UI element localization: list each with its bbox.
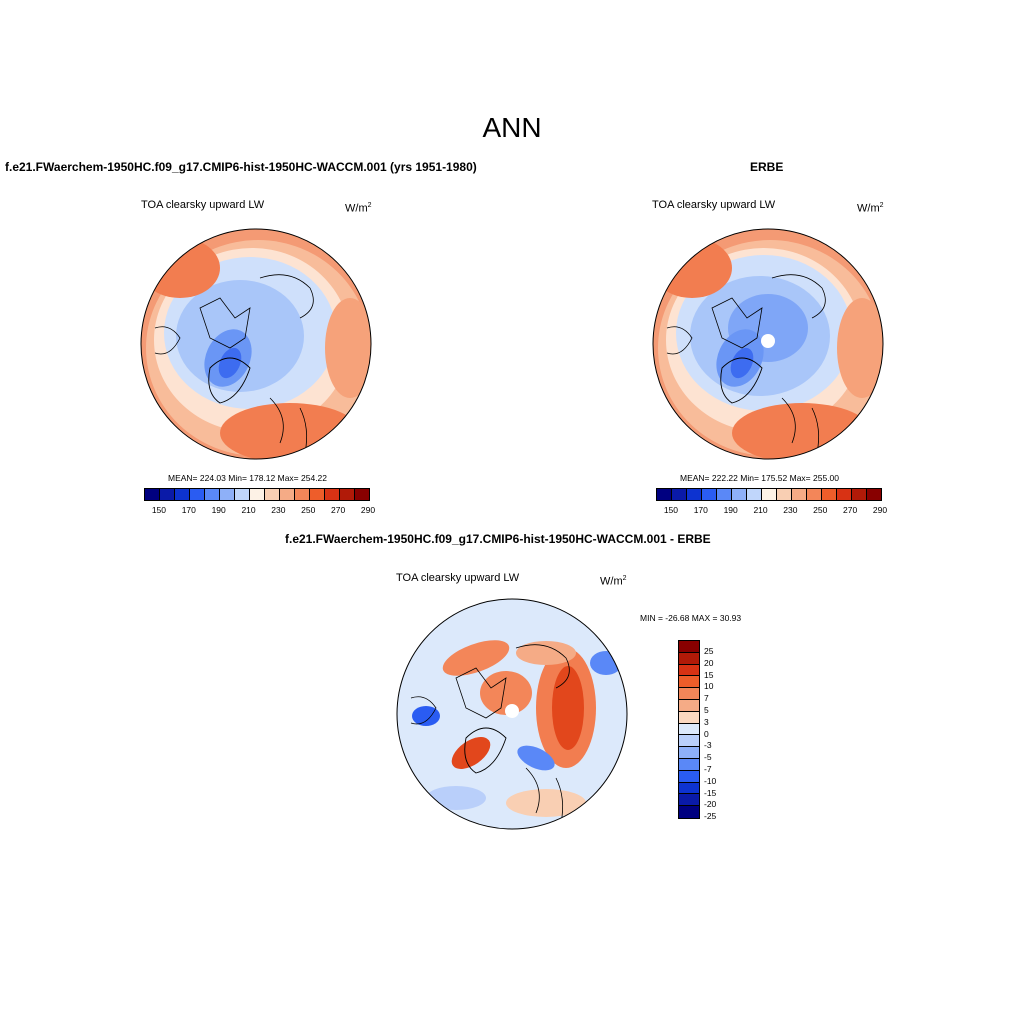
colorbar-tick-label: 230 [271, 505, 286, 515]
colorbar-tick-label: 0 [704, 728, 709, 739]
colorbar-swatch [265, 489, 280, 500]
colorbar-tick-label: -25 [704, 811, 717, 822]
panel1-title: f.e21.FWaerchem-1950HC.f09_g17.CMIP6-his… [5, 160, 477, 174]
colorbar-tick-label: -20 [704, 799, 717, 810]
panel1-colorbar-ticks: 150 170 190 210 230 250 270 290 [144, 505, 375, 517]
panel1-units: W/m2 [345, 202, 372, 215]
colorbar-tick-label: 5 [704, 705, 709, 715]
colorbar-swatch [325, 489, 340, 500]
colorbar-tick-label: 270 [331, 505, 346, 515]
colorbar-swatch [679, 664, 699, 677]
colorbar-swatch [657, 489, 672, 500]
colorbar-tick-label: 10 [704, 681, 714, 692]
colorbar-swatch [837, 489, 852, 500]
colorbar-swatch [807, 489, 822, 500]
colorbar-tick-label: -5 [704, 752, 712, 763]
colorbar-swatch [679, 794, 699, 807]
colorbar-tick-label: 3 [704, 716, 709, 727]
colorbar-swatch [792, 489, 807, 500]
colorbar-swatch [747, 489, 762, 500]
panel2-map [652, 228, 884, 460]
colorbar-swatch [679, 676, 699, 689]
panel3-colorbar-ticks: 25 20 15 10 7 5 3 0 -3 -5 -7 -10 -15 -20 -25 [704, 640, 734, 822]
colorbar-tick-label: 290 [872, 505, 888, 515]
colorbar-tick-label: -7 [704, 764, 712, 774]
colorbar-swatch [310, 489, 325, 500]
panel1-variable: TOA clearsky upward LW [141, 199, 265, 211]
colorbar-tick-label: 250 [813, 505, 828, 515]
colorbar-tick-label: 190 [723, 505, 738, 515]
colorbar-swatch [340, 489, 355, 500]
colorbar-swatch [355, 489, 369, 500]
colorbar-swatch [205, 489, 220, 500]
colorbar-tick-label: 230 [783, 505, 798, 515]
colorbar-tick-label: 190 [211, 505, 226, 515]
colorbar-swatch [679, 723, 699, 736]
colorbar-swatch [679, 747, 699, 759]
panel3-stats: MIN = -26.68 MAX = 30.93 [640, 613, 742, 623]
colorbar-tick-label: 250 [301, 505, 316, 515]
colorbar-swatch [822, 489, 837, 500]
colorbar-swatch [717, 489, 732, 500]
colorbar-swatch [679, 652, 699, 665]
colorbar-swatch [250, 489, 265, 500]
colorbar-swatch [867, 489, 881, 500]
colorbar-swatch [679, 688, 699, 700]
panel2-title: ERBE [750, 160, 784, 174]
panel3-units: W/m2 [600, 575, 627, 588]
colorbar-swatch [145, 489, 160, 500]
colorbar-tick-label: 170 [181, 505, 196, 515]
colorbar-swatch [679, 782, 699, 795]
colorbar-tick-label: 150 [663, 505, 679, 515]
colorbar-tick-label: 210 [241, 505, 256, 515]
figure-title: ANN [482, 112, 542, 143]
colorbar-swatch [732, 489, 747, 500]
colorbar-tick-label: 15 [704, 669, 714, 680]
colorbar-tick-label: 25 [704, 646, 714, 656]
panel3-variable: TOA clearsky upward LW [396, 572, 520, 584]
panel2-colorbar-ticks: 150 170 190 210 230 250 270 290 [656, 505, 887, 517]
colorbar-tick-label: 150 [151, 505, 167, 515]
colorbar-swatch [175, 489, 190, 500]
colorbar-tick-label: 7 [704, 693, 709, 704]
panel3-map [396, 598, 628, 830]
colorbar-swatch [762, 489, 777, 500]
colorbar-tick-label: -15 [704, 787, 717, 798]
colorbar-swatch [679, 699, 699, 712]
colorbar-swatch [672, 489, 687, 500]
colorbar-swatch [679, 711, 699, 724]
colorbar-swatch [160, 489, 175, 500]
colorbar-swatch [679, 735, 699, 748]
colorbar-swatch [679, 770, 699, 783]
colorbar-swatch [777, 489, 792, 500]
panel1-stats: MEAN= 224.03 Min= 178.12 Max= 254.22 [168, 473, 328, 483]
colorbar-swatch [702, 489, 717, 500]
colorbar-tick-label: 270 [843, 505, 858, 515]
colorbar-swatch [679, 641, 699, 653]
panel3-colorbar [678, 640, 700, 819]
panel2-variable: TOA clearsky upward LW [652, 199, 776, 211]
colorbar-swatch [190, 489, 205, 500]
panel3-title: f.e21.FWaerchem-1950HC.f09_g17.CMIP6-his… [285, 532, 711, 546]
panel2-stats: MEAN= 222.22 Min= 175.52 Max= 255.00 [680, 473, 840, 483]
colorbar-swatch [295, 489, 310, 500]
colorbar-swatch [679, 806, 699, 818]
panel1-colorbar [144, 488, 370, 501]
colorbar-swatch [852, 489, 867, 500]
colorbar-swatch [280, 489, 295, 500]
colorbar-swatch [235, 489, 250, 500]
colorbar-swatch [220, 489, 235, 500]
colorbar-tick-label: 170 [693, 505, 708, 515]
colorbar-tick-label: 20 [704, 657, 714, 668]
colorbar-swatch [679, 758, 699, 771]
colorbar-tick-label: 210 [753, 505, 768, 515]
panel1-map [140, 228, 372, 460]
panel2-units: W/m2 [857, 202, 884, 215]
colorbar-tick-label: -3 [704, 740, 712, 751]
colorbar-tick-label: 290 [360, 505, 376, 515]
colorbar-tick-label: -10 [704, 775, 717, 786]
colorbar-swatch [687, 489, 702, 500]
panel2-colorbar [656, 488, 882, 501]
